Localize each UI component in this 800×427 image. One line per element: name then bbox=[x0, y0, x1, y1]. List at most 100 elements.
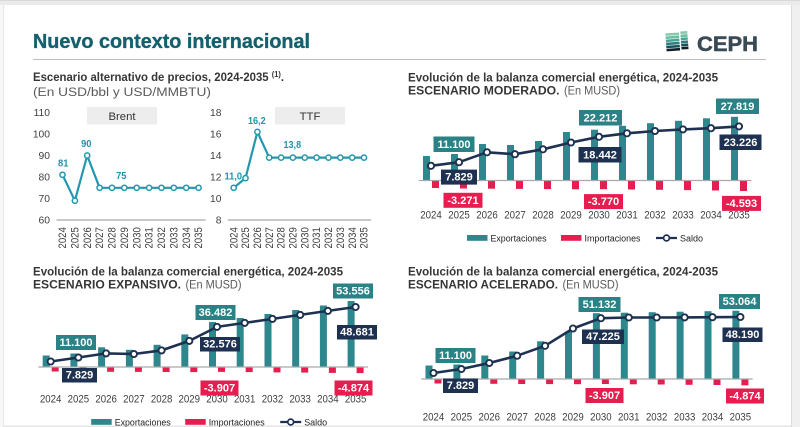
svg-text:90: 90 bbox=[81, 139, 92, 150]
svg-text:51.132: 51.132 bbox=[583, 299, 617, 311]
svg-text:11.100: 11.100 bbox=[437, 139, 470, 151]
svg-text:2026: 2026 bbox=[82, 227, 94, 248]
svg-text:11.100: 11.100 bbox=[59, 337, 92, 349]
svg-text:2025: 2025 bbox=[70, 227, 82, 248]
svg-text:14: 14 bbox=[210, 151, 222, 162]
svg-text:2024: 2024 bbox=[423, 412, 445, 424]
svg-text:13,8: 13,8 bbox=[284, 140, 302, 151]
svg-text:2030: 2030 bbox=[590, 412, 612, 424]
svg-text:16: 16 bbox=[210, 130, 222, 141]
svg-text:-3.271: -3.271 bbox=[447, 195, 478, 207]
svg-text:ESCENARIO EXPANSIVO.: ESCENARIO EXPANSIVO. bbox=[33, 278, 181, 292]
svg-text:36.482: 36.482 bbox=[199, 307, 233, 319]
svg-text:2035: 2035 bbox=[728, 210, 750, 222]
svg-text:2024: 2024 bbox=[40, 394, 62, 406]
svg-text:Evolución de la balanza comerc: Evolución de la balanza comercial energé… bbox=[408, 71, 718, 85]
svg-text:2034: 2034 bbox=[181, 227, 193, 248]
svg-text:2030: 2030 bbox=[206, 394, 228, 406]
svg-text:Exportaciones: Exportaciones bbox=[115, 418, 171, 427]
svg-text:(En MUSD): (En MUSD) bbox=[564, 84, 620, 98]
svg-text:-3.907: -3.907 bbox=[204, 383, 235, 395]
svg-text:2031: 2031 bbox=[311, 227, 323, 248]
svg-text:ESCENARIO ACELERADO.: ESCENARIO ACELERADO. bbox=[408, 278, 558, 292]
svg-text:Evolución de la balanza comerc: Evolución de la balanza comercial energé… bbox=[408, 265, 718, 279]
svg-text:2026: 2026 bbox=[479, 412, 501, 424]
svg-text:80: 80 bbox=[39, 173, 51, 184]
svg-text:18.442: 18.442 bbox=[583, 150, 617, 162]
svg-text:Importaciones: Importaciones bbox=[209, 418, 265, 427]
svg-text:-4.874: -4.874 bbox=[729, 391, 761, 403]
svg-text:2025: 2025 bbox=[240, 227, 252, 248]
svg-text:53.556: 53.556 bbox=[336, 286, 370, 298]
svg-text:2034: 2034 bbox=[700, 210, 722, 222]
svg-text:8: 8 bbox=[216, 216, 222, 227]
svg-text:12: 12 bbox=[210, 173, 222, 184]
svg-text:2029: 2029 bbox=[119, 227, 131, 248]
svg-text:2030: 2030 bbox=[588, 210, 610, 222]
svg-text:7.829: 7.829 bbox=[445, 172, 473, 184]
svg-text:100: 100 bbox=[33, 130, 50, 141]
svg-text:2031: 2031 bbox=[616, 210, 638, 222]
svg-text:CEPH: CEPH bbox=[697, 33, 758, 56]
svg-text:90: 90 bbox=[39, 151, 51, 162]
svg-text:22.212: 22.212 bbox=[584, 113, 618, 125]
svg-text:2031: 2031 bbox=[234, 394, 256, 406]
svg-text:23.226: 23.226 bbox=[724, 137, 758, 149]
svg-text:2031: 2031 bbox=[144, 227, 156, 248]
svg-text:47.225: 47.225 bbox=[586, 331, 620, 343]
svg-text:Brent: Brent bbox=[108, 111, 136, 123]
svg-text:2032: 2032 bbox=[156, 227, 168, 248]
svg-text:2032: 2032 bbox=[644, 210, 666, 222]
svg-text:2032: 2032 bbox=[646, 412, 668, 424]
svg-text:Exportaciones: Exportaciones bbox=[491, 234, 547, 245]
svg-text:2026: 2026 bbox=[95, 394, 117, 406]
svg-text:(En MUSD): (En MUSD) bbox=[563, 278, 619, 292]
svg-text:2027: 2027 bbox=[123, 394, 145, 406]
svg-text:2026: 2026 bbox=[476, 210, 498, 222]
svg-text:11,0: 11,0 bbox=[225, 172, 243, 183]
svg-text:-4.593: -4.593 bbox=[726, 198, 757, 210]
svg-text:2034: 2034 bbox=[347, 227, 359, 248]
svg-text:2025: 2025 bbox=[68, 394, 90, 406]
svg-text:2035: 2035 bbox=[345, 394, 367, 406]
svg-text:7.829: 7.829 bbox=[66, 370, 94, 382]
svg-text:2028: 2028 bbox=[532, 210, 554, 222]
svg-text:2029: 2029 bbox=[179, 394, 201, 406]
svg-text:Importaciones: Importaciones bbox=[585, 234, 641, 245]
svg-text:2025: 2025 bbox=[451, 412, 473, 424]
svg-text:75: 75 bbox=[116, 171, 127, 182]
svg-text:2029: 2029 bbox=[288, 227, 300, 248]
svg-text:2028: 2028 bbox=[534, 412, 556, 424]
svg-text:2028: 2028 bbox=[151, 394, 173, 406]
svg-text:32.576: 32.576 bbox=[203, 339, 237, 351]
svg-text:2035: 2035 bbox=[359, 227, 371, 248]
svg-text:2027: 2027 bbox=[504, 210, 526, 222]
svg-text:2027: 2027 bbox=[94, 227, 106, 248]
svg-text:Saldo: Saldo bbox=[304, 418, 327, 427]
svg-text:27.819: 27.819 bbox=[721, 101, 755, 113]
svg-text:2027: 2027 bbox=[506, 412, 528, 424]
svg-text:110: 110 bbox=[34, 108, 51, 119]
svg-text:2024: 2024 bbox=[420, 210, 442, 222]
svg-text:2031: 2031 bbox=[618, 412, 640, 424]
svg-text:2030: 2030 bbox=[299, 227, 311, 248]
svg-text:2032: 2032 bbox=[262, 394, 284, 406]
svg-text:-4.874: -4.874 bbox=[338, 383, 370, 395]
svg-text:(En MUSD): (En MUSD) bbox=[186, 278, 242, 292]
svg-text:48.190: 48.190 bbox=[726, 329, 760, 341]
svg-text:48.681: 48.681 bbox=[340, 327, 374, 339]
svg-text:2030: 2030 bbox=[131, 227, 143, 248]
svg-text:Evolución de la balanza comerc: Evolución de la balanza comercial energé… bbox=[33, 265, 343, 279]
svg-text:Nuevo contexto internacional: Nuevo contexto internacional bbox=[33, 30, 310, 53]
svg-text:2033: 2033 bbox=[674, 412, 696, 424]
svg-text:53.064: 53.064 bbox=[723, 296, 758, 308]
svg-text:-3.907: -3.907 bbox=[589, 390, 620, 402]
svg-text:16,2: 16,2 bbox=[248, 116, 266, 127]
svg-text:70: 70 bbox=[39, 194, 51, 205]
svg-text:10: 10 bbox=[210, 194, 222, 205]
svg-text:7.829: 7.829 bbox=[447, 380, 475, 392]
svg-text:2033: 2033 bbox=[672, 210, 694, 222]
svg-text:2025: 2025 bbox=[448, 210, 470, 222]
svg-text:2035: 2035 bbox=[193, 227, 205, 248]
svg-text:18: 18 bbox=[210, 108, 222, 119]
